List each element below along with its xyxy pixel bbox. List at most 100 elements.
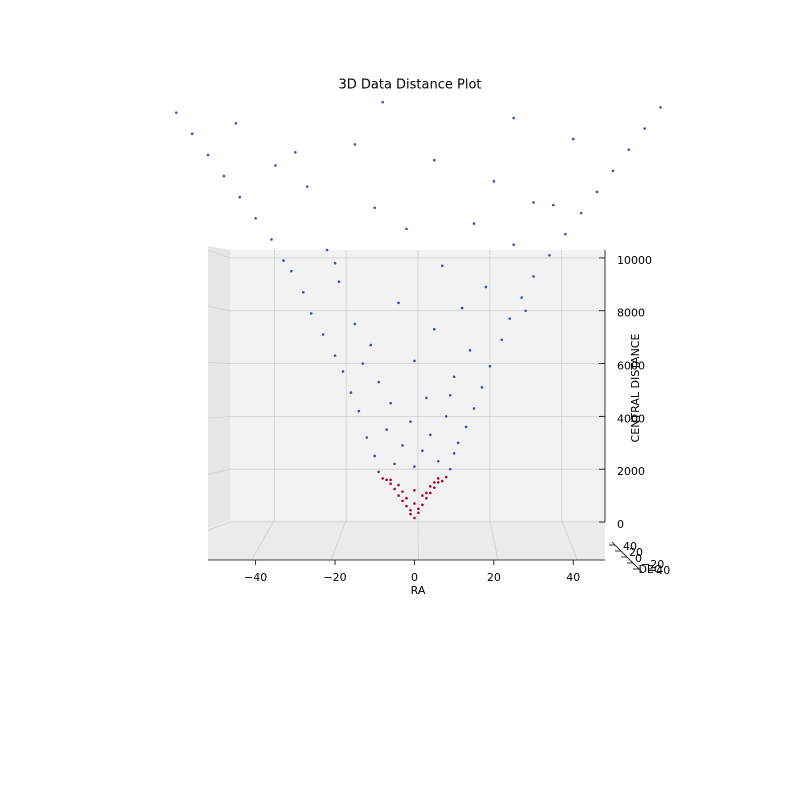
back-pane [230, 250, 605, 520]
point [389, 401, 392, 405]
point [413, 516, 416, 520]
z-tick-label: 4000 [617, 412, 645, 425]
x-axis-label: RA [411, 584, 426, 597]
point [353, 143, 357, 146]
point [548, 253, 551, 257]
point [429, 491, 432, 495]
point [294, 150, 297, 154]
z-tick-label: 2000 [617, 465, 645, 478]
point [421, 494, 424, 497]
y-tick-label: −40 [647, 564, 670, 577]
point [436, 477, 440, 480]
x-tick-label: 0 [411, 571, 418, 584]
point [456, 441, 460, 445]
y-tick-label: 20 [629, 546, 643, 559]
z-tick-label: 8000 [617, 307, 645, 320]
point [254, 217, 257, 220]
point [425, 496, 428, 500]
point [409, 512, 412, 516]
point [432, 481, 436, 484]
point [222, 174, 226, 178]
point [337, 280, 341, 283]
point [524, 309, 527, 313]
y-axis-label: DEC [638, 563, 661, 576]
point [381, 100, 384, 104]
y-tick-label: 40 [623, 540, 637, 553]
point [341, 370, 345, 373]
point [174, 111, 178, 114]
grid-line [561, 519, 578, 561]
grid-line [330, 519, 347, 561]
point [393, 487, 396, 491]
point [468, 349, 472, 352]
point [270, 238, 273, 241]
point [301, 290, 305, 294]
grid-line [207, 468, 231, 475]
point [405, 496, 408, 500]
grid-line [207, 361, 231, 364]
point [520, 296, 523, 299]
point [389, 478, 392, 482]
point [659, 106, 662, 109]
point [472, 222, 476, 225]
point [448, 393, 452, 397]
point [393, 462, 396, 466]
point [238, 195, 242, 199]
grid-line [207, 305, 231, 312]
point [274, 164, 277, 167]
point [417, 507, 420, 511]
y-tick-label: 0 [635, 552, 642, 565]
point [413, 502, 416, 505]
point [397, 301, 400, 305]
x-tick-label: −40 [244, 571, 267, 584]
point [595, 190, 599, 194]
grid-line [207, 249, 231, 259]
point [421, 449, 424, 452]
point [492, 180, 496, 183]
point [444, 415, 448, 418]
chart-title: 3D Data Distance Plot [338, 78, 481, 93]
point [464, 425, 468, 429]
point [472, 407, 476, 410]
point [206, 153, 210, 157]
point [436, 459, 440, 463]
point [552, 203, 555, 207]
point [413, 465, 416, 468]
point [290, 269, 293, 273]
point [643, 127, 646, 130]
point [512, 116, 515, 120]
point [389, 482, 392, 486]
z-axis-label: CENTRAL DISTANCE [629, 334, 642, 443]
point [432, 327, 436, 331]
left-pane [208, 246, 230, 528]
point [369, 343, 373, 347]
point [409, 420, 412, 423]
grid-line [207, 415, 231, 419]
point [377, 470, 381, 474]
point [436, 481, 440, 484]
point [452, 452, 456, 455]
point [484, 285, 488, 289]
point [309, 312, 313, 315]
point [429, 433, 432, 437]
point [440, 479, 444, 483]
x-tick-label: 40 [566, 571, 580, 584]
point [365, 436, 369, 439]
point [425, 396, 428, 400]
point [488, 364, 492, 368]
point [373, 454, 377, 458]
point [385, 478, 388, 482]
point [325, 248, 329, 252]
point [401, 490, 404, 493]
point [611, 169, 615, 173]
point [282, 259, 285, 262]
point [397, 483, 400, 487]
grid [207, 249, 605, 561]
point [532, 275, 535, 278]
point [532, 201, 535, 204]
z-tick-label: 10000 [617, 254, 652, 267]
z-tick-label: 6000 [617, 360, 645, 373]
point [452, 375, 456, 379]
point [190, 132, 194, 136]
